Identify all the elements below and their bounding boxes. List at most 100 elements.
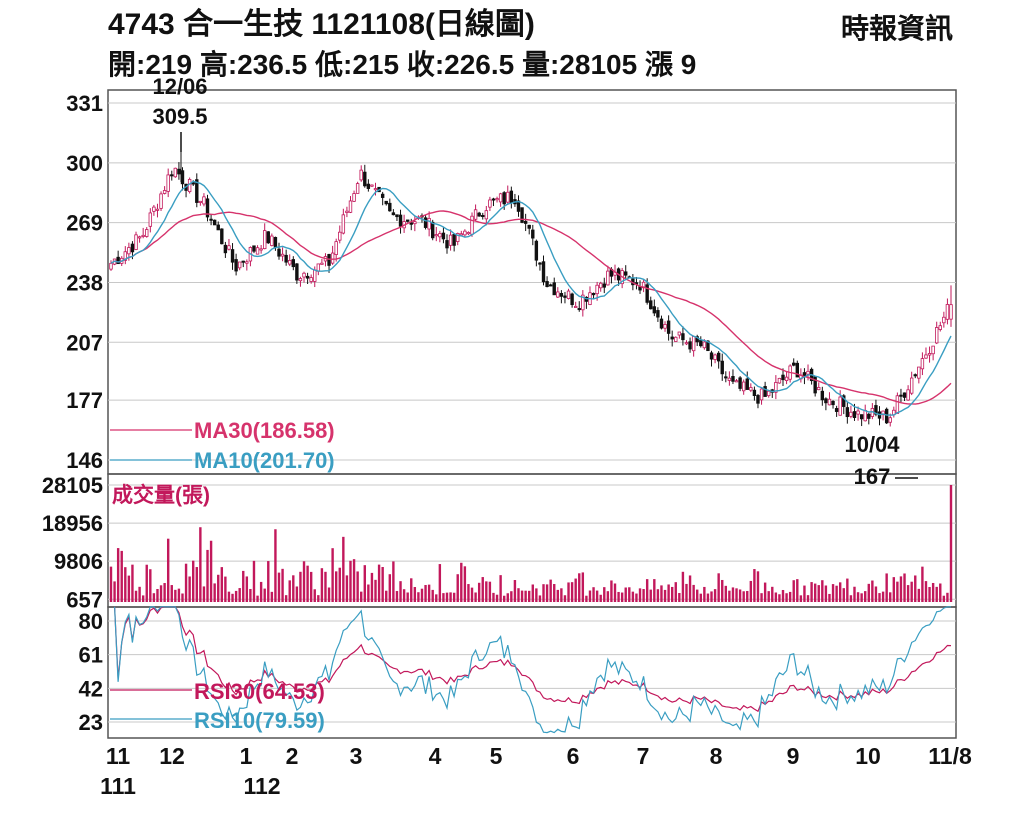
volume-bar xyxy=(127,575,131,602)
ma10-legend-label: MA10(201.70) xyxy=(194,448,335,473)
candle-body xyxy=(202,196,206,205)
candle-body xyxy=(709,352,714,360)
candle-body xyxy=(434,234,438,237)
candle-body xyxy=(645,284,649,303)
candle-body xyxy=(191,182,195,185)
candle-body xyxy=(148,212,153,227)
volume-bar xyxy=(813,583,817,602)
rsi10-line xyxy=(114,606,951,734)
candle-body xyxy=(309,277,313,282)
source-label: 時報資訊 xyxy=(841,12,953,44)
volume-bar xyxy=(120,550,123,602)
volume-bar xyxy=(299,571,302,602)
volume-bar xyxy=(581,572,585,602)
candle-body xyxy=(817,387,821,391)
candle-body xyxy=(942,316,946,324)
candle-body xyxy=(913,374,917,377)
volume-bar xyxy=(202,586,206,602)
volume-bar xyxy=(835,585,838,602)
volume-bar xyxy=(424,584,427,602)
candle-body xyxy=(162,190,167,194)
candle-body xyxy=(270,235,274,246)
volume-bar xyxy=(399,581,402,602)
volume-bar xyxy=(188,576,191,602)
volume-bar xyxy=(445,592,449,602)
volume-bar xyxy=(574,578,577,602)
candle-body xyxy=(720,360,724,375)
volume-bar xyxy=(595,590,599,602)
volume-bar xyxy=(467,584,470,602)
candle-body xyxy=(431,221,435,239)
candle-body xyxy=(599,282,603,289)
candle-body xyxy=(198,200,203,203)
volume-bar xyxy=(528,590,531,602)
candle-body xyxy=(273,236,278,249)
candle-body xyxy=(573,305,578,308)
volume-bar xyxy=(163,583,166,602)
rsi30-legend-label: RSI30(64.53) xyxy=(194,679,325,704)
volume-bar xyxy=(949,485,953,602)
volume-bar xyxy=(313,589,316,602)
volume-bar xyxy=(288,580,291,602)
volume-bar xyxy=(620,592,624,602)
candle-body xyxy=(159,193,163,209)
candle-body xyxy=(327,254,331,266)
candle-body xyxy=(545,281,549,288)
volume-bar xyxy=(177,588,181,602)
volume-bar xyxy=(606,591,610,602)
volume-bar xyxy=(667,584,670,602)
volume-bar xyxy=(345,575,349,602)
candle-body xyxy=(116,256,120,265)
candle-body xyxy=(205,198,210,218)
volume-bar xyxy=(152,593,156,602)
rsi30-line xyxy=(114,606,952,713)
volume-bar xyxy=(578,573,581,602)
candle-body xyxy=(245,261,249,264)
volume-bar xyxy=(878,593,881,602)
volume-bar xyxy=(377,564,381,602)
candle-body xyxy=(320,262,324,265)
volume-bar xyxy=(871,580,874,602)
volume-bar xyxy=(849,595,853,602)
candle-body xyxy=(867,413,871,419)
candle-body xyxy=(638,286,642,291)
candle-body xyxy=(649,300,653,310)
volume-bar xyxy=(699,593,702,602)
volume-bar xyxy=(846,578,849,602)
volume-bar xyxy=(502,595,506,602)
volume-tick-label: 28105 xyxy=(42,473,103,498)
volume-bar xyxy=(113,581,116,602)
volume-bar xyxy=(306,565,309,602)
volume-bar xyxy=(738,589,742,602)
x-month-label: 11 xyxy=(106,743,131,769)
candle-body xyxy=(838,396,842,416)
volume-bar xyxy=(410,578,413,602)
candle-body xyxy=(745,378,749,390)
volume-bar xyxy=(277,572,281,602)
volume-bar xyxy=(349,560,352,602)
price-tick-label: 207 xyxy=(66,330,103,355)
volume-bar xyxy=(234,590,238,602)
candle-body xyxy=(509,190,514,204)
candle-body xyxy=(624,271,628,276)
candle-body xyxy=(699,340,703,347)
volume-bar xyxy=(917,588,921,602)
volume-bar xyxy=(495,594,499,602)
volume-bar xyxy=(456,574,459,602)
candle-body xyxy=(566,290,571,299)
ma30-line xyxy=(110,210,952,405)
volume-bar xyxy=(141,595,145,602)
candle-body xyxy=(230,249,235,263)
x-month-label: 7 xyxy=(637,743,650,769)
volume-bar xyxy=(474,592,477,602)
candle-body xyxy=(463,230,467,236)
candle-body xyxy=(899,394,903,397)
volume-bar xyxy=(889,592,892,602)
candle-body xyxy=(355,183,360,194)
volume-bar xyxy=(220,567,224,602)
rsi-tick-label: 23 xyxy=(79,710,103,735)
candle-body xyxy=(656,310,660,318)
candle-body xyxy=(738,377,742,389)
volume-bar xyxy=(352,559,356,602)
